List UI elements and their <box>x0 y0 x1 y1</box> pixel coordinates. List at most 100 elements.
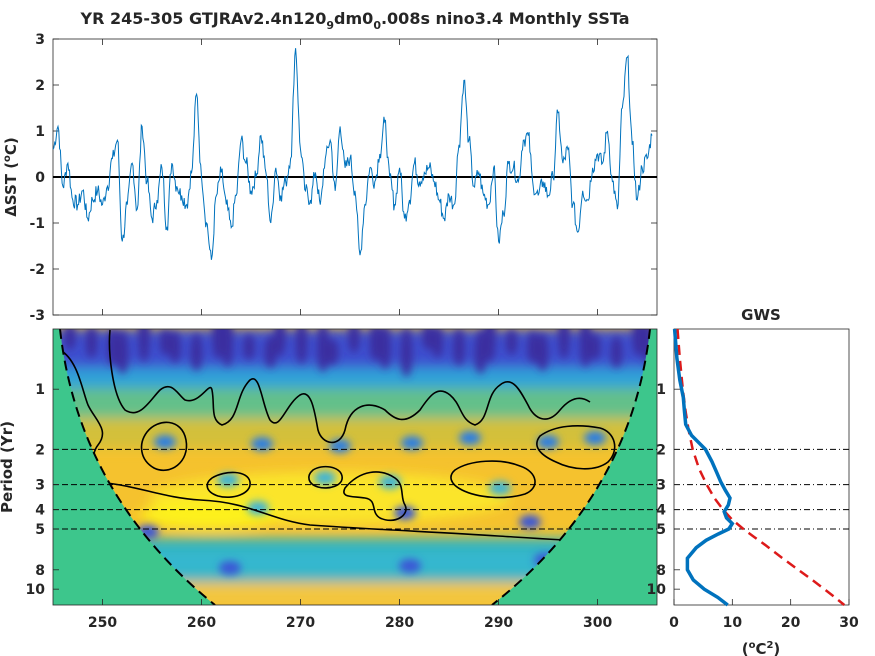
sst-ytick-label: 3 <box>35 32 45 48</box>
contour-7 <box>343 471 407 522</box>
power-minimum-blob <box>484 329 496 362</box>
power-minimum-blob <box>558 329 570 359</box>
power-minimum-blob <box>379 329 391 369</box>
power-minimum-blob <box>474 330 487 374</box>
gws-xtick-label: 0 <box>669 615 679 631</box>
contour-3 <box>108 329 591 444</box>
power-minimum-blob <box>85 329 98 358</box>
power-minimum-blob <box>221 329 234 367</box>
wavelet-ytick-label: 5 <box>35 522 45 538</box>
wavelet-ytick-label: 10 <box>26 582 46 598</box>
power-minimum-blob <box>379 475 401 489</box>
sst-ylabel-suffix: C) <box>2 137 20 155</box>
power-minimum-blob <box>116 330 129 374</box>
gws-ytick-label: 1 <box>656 382 666 398</box>
mid-freq-band <box>53 368 657 390</box>
power-minimum-blob <box>348 329 360 353</box>
power-minimum-blob <box>212 329 224 359</box>
gws-ytick-label: 4 <box>656 503 666 519</box>
gws-ytick-label: 2 <box>656 442 666 458</box>
wavelet-heatmap <box>53 329 657 605</box>
power-minimum-blob <box>64 329 76 350</box>
power-minimum-blob <box>610 336 623 368</box>
gws-xlabel-mid: C <box>755 640 766 656</box>
gws-reference-lines <box>674 448 849 530</box>
contour-4 <box>140 421 188 472</box>
power-minimum-blob <box>422 329 434 350</box>
sst-panel: -3 -2 -1 0 1 2 3 ΔSST (oC) <box>2 32 658 324</box>
power-minimum-blob <box>579 329 592 367</box>
sst-ylabel-sup: o <box>2 155 13 162</box>
gws-xlabel-sup1: o <box>749 640 756 651</box>
gws-axes-box <box>673 328 850 606</box>
gws-xtick-label: 30 <box>839 615 859 631</box>
power-minimum-blob <box>431 329 444 358</box>
sst-ticks: -3 -2 -1 0 1 2 3 <box>29 32 657 324</box>
low-freq-band-core <box>53 552 657 572</box>
title-prefix: YR 245-305 GTJRAv2.4n120 <box>79 9 326 28</box>
wavelet-xtick-label: 280 <box>385 615 414 631</box>
significance-contours <box>59 329 616 543</box>
sst-ylabel-prefix: ΔSST ( <box>2 162 20 217</box>
gws-title: GWS <box>741 306 781 324</box>
power-minimum-blob <box>159 329 172 355</box>
sst-ytick-label: 0 <box>35 170 45 186</box>
sst-ytick-label: 1 <box>35 124 45 140</box>
sst-ylabel: ΔSST (oC) <box>2 137 20 217</box>
contour-8 <box>536 425 616 470</box>
gws-xtick-label: 10 <box>723 615 743 631</box>
power-minimum-blob <box>632 329 644 356</box>
power-minimum-blob <box>251 437 273 451</box>
power-minimum-blob <box>247 501 269 515</box>
peak-power-region-2 <box>140 501 280 529</box>
wavelet-xtick-label: 270 <box>286 615 315 631</box>
title-suffix: .008s nino3.4 Monthly SSTa <box>381 9 630 28</box>
power-minimum-blob <box>401 436 423 450</box>
power-minimum-blob <box>519 515 541 529</box>
coi-boundary-right <box>491 329 651 605</box>
power-minimum-blob <box>295 329 308 364</box>
power-minimum-blob <box>329 439 351 453</box>
gws-ticks: 0 10 20 30 1 2 3 4 5 8 10 <box>647 382 859 631</box>
power-minimum-blob <box>589 334 601 360</box>
sst-series-line <box>53 48 653 260</box>
power-minimum-blob <box>399 559 421 573</box>
power-minimum-blob <box>536 333 549 371</box>
gws-ytick-label: 5 <box>656 522 666 538</box>
wavelet-xtick-label: 300 <box>583 615 612 631</box>
wavelet-axes-box <box>52 328 658 606</box>
power-minimum-blob <box>369 329 382 361</box>
gws-xlabel: (oC2) <box>742 640 781 656</box>
power-minimum-blob <box>274 329 286 356</box>
power-minimum-blob <box>459 431 481 445</box>
power-minimum-blob <box>527 331 539 363</box>
gws-ytick-label: 3 <box>656 478 666 494</box>
wavelet-xtick-label: 260 <box>187 615 216 631</box>
wavelet-xtick-label: 250 <box>88 615 117 631</box>
power-minimum-blob <box>400 329 413 377</box>
wavelet-reference-lines <box>53 448 657 530</box>
sst-ytick-label: 2 <box>35 78 45 94</box>
cone-of-influence-right <box>492 329 657 605</box>
gws-xtick-label: 20 <box>781 615 801 631</box>
wavelet-ytick-label: 8 <box>35 563 45 579</box>
cone-of-influence-left <box>53 329 215 605</box>
gws-xlabel-prefix: ( <box>742 640 749 656</box>
sst-ytick-label: -1 <box>29 216 45 232</box>
title-sub1: 9 <box>326 19 334 32</box>
transition-band-2 <box>53 418 657 448</box>
power-minimum-blob <box>584 431 606 445</box>
power-minimum-blob <box>314 471 336 485</box>
contour-5 <box>206 471 251 498</box>
gws-xlabel-sup2: 2 <box>766 640 773 651</box>
power-minimum-blob <box>317 329 329 372</box>
wavelet-panel: 1 2 3 4 5 8 10 250 260 270 280 290 300 Period (Yr) <box>0 328 658 631</box>
gws-xlabel-suffix: ) <box>773 640 780 656</box>
power-minimum-blob <box>154 435 176 449</box>
power-minimum-blob <box>217 473 239 487</box>
power-minimum-blob <box>138 329 150 362</box>
gws-power-curve <box>672 328 735 607</box>
title-mid: dm0 <box>334 9 373 28</box>
